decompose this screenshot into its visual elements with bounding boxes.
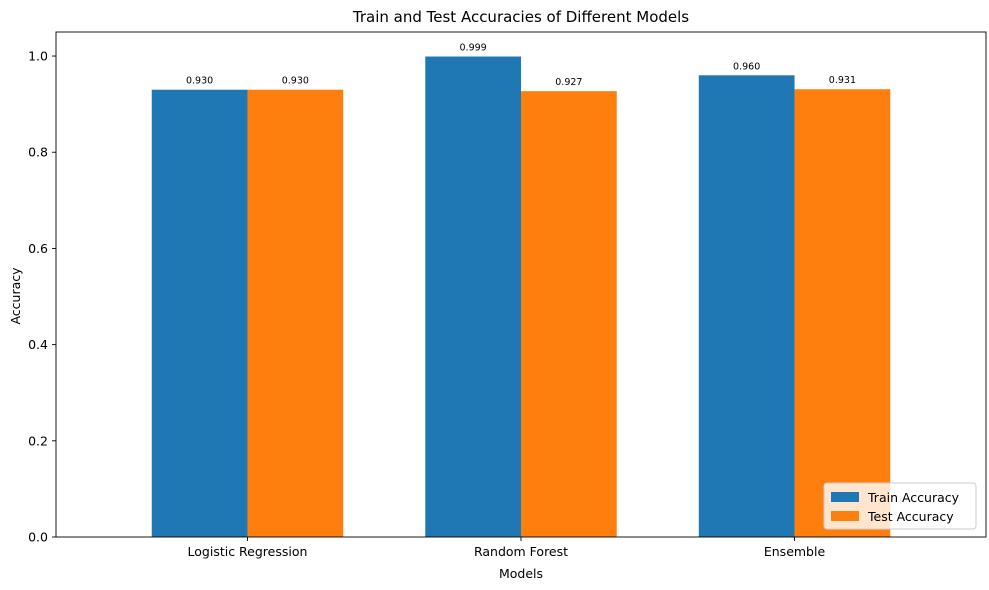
bar-train-accuracy-ensemble xyxy=(698,75,795,537)
y-tick-label: 0.8 xyxy=(28,145,48,160)
bar-train-accuracy-logistic-regression xyxy=(151,89,248,538)
legend-box xyxy=(823,482,977,530)
bar-test-accuracy-ensemble xyxy=(794,89,891,537)
x-tick-label: Logistic Regression xyxy=(188,544,308,559)
data-label-train-accuracy-random-forest: 0.999 xyxy=(460,43,487,54)
data-labels-layer: 0.930 0.999 0.960 0.930 0.927 0.931 xyxy=(186,43,856,89)
legend: Train Accuracy Test Accuracy xyxy=(823,482,977,530)
data-label-test-accuracy-random-forest: 0.927 xyxy=(555,77,582,88)
bar-train-accuracy-random-forest xyxy=(425,56,521,537)
x-tick-label: Random Forest xyxy=(474,544,568,559)
data-label-test-accuracy-ensemble: 0.931 xyxy=(829,75,856,86)
legend-label-test-accuracy: Test Accuracy xyxy=(867,509,954,524)
y-tick-label: 0.4 xyxy=(28,337,48,352)
y-tick-label: 1.0 xyxy=(28,49,48,64)
x-tick-label: Ensemble xyxy=(764,544,826,559)
chart-title: Train and Test Accuracies of Different M… xyxy=(352,8,689,26)
bar-test-accuracy-random-forest xyxy=(521,91,617,537)
x-axis-label: Models xyxy=(499,566,543,581)
data-label-test-accuracy-logistic-regression: 0.930 xyxy=(282,76,309,87)
bars-layer xyxy=(151,56,891,538)
y-tick-label: 0.0 xyxy=(28,530,48,545)
y-tick-label: 0.2 xyxy=(28,433,48,448)
legend-swatch-test-accuracy xyxy=(831,511,859,521)
data-label-train-accuracy-logistic-regression: 0.930 xyxy=(186,76,213,87)
data-label-train-accuracy-ensemble: 0.960 xyxy=(733,61,760,72)
y-tick-label: 0.6 xyxy=(28,241,48,256)
legend-label-train-accuracy: Train Accuracy xyxy=(867,490,960,505)
y-axis-label: Accuracy xyxy=(8,267,23,325)
axes-layer: 0.0 0.2 0.4 0.6 0.8 1.0 Logistic Regression Ran… xyxy=(28,31,987,559)
legend-swatch-train-accuracy xyxy=(831,492,859,502)
bar-test-accuracy-logistic-regression xyxy=(247,89,344,538)
